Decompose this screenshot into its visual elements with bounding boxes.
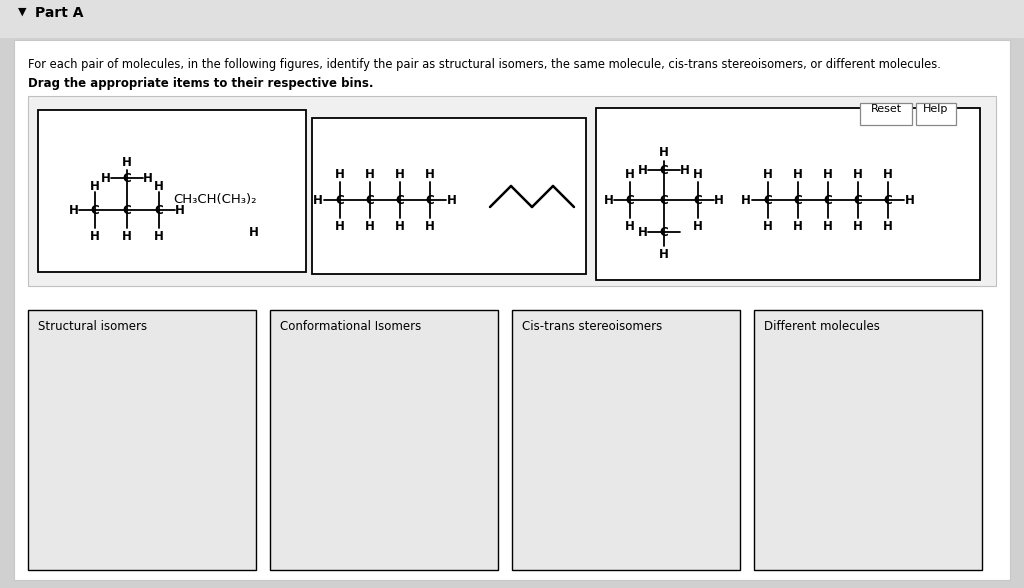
Text: H: H [625,168,635,181]
Text: Cis-trans stereoisomers: Cis-trans stereoisomers [522,320,663,333]
Text: H: H [693,168,702,181]
Bar [596,108,980,280]
Text: C: C [854,193,862,206]
Text: For each pair of molecules, in the following figures, identify the pair as struc: For each pair of molecules, in the follo… [28,58,941,71]
Text: C: C [884,193,892,206]
Text: H: H [638,226,648,239]
Text: H: H [101,172,111,185]
Text: H: H [883,219,893,232]
Text: H: H [90,179,100,192]
Text: H: H [714,193,724,206]
Text: C: C [823,193,833,206]
Bar [0,0,1024,38]
Text: Help: Help [924,104,948,114]
Text: H: H [625,219,635,232]
Text: H: H [741,193,751,206]
Text: C: C [91,203,99,216]
Text: CH₃CH(CH₃)₂: CH₃CH(CH₃)₂ [173,193,257,206]
Bar [28,96,996,286]
Text: Reset: Reset [870,104,901,114]
Text: C: C [123,203,131,216]
Text: H: H [763,168,773,181]
Text: H: H [693,219,702,232]
Text: Part A: Part A [35,6,84,20]
Text: H: H [313,193,323,206]
Text: H: H [90,229,100,242]
Text: C: C [659,163,669,176]
Bar [860,103,912,125]
Bar [38,110,306,272]
Text: H: H [659,146,669,159]
Text: H: H [425,219,435,232]
Text: C: C [426,193,434,206]
Text: Different molecules: Different molecules [764,320,880,333]
Text: C: C [366,193,375,206]
Text: H: H [69,203,79,216]
Text: H: H [447,193,457,206]
Text: H: H [122,155,132,169]
Bar [916,103,956,125]
Text: H: H [143,172,153,185]
Text: H: H [335,219,345,232]
Text: H: H [366,168,375,181]
Text: H: H [638,163,648,176]
Text: C: C [794,193,803,206]
Text: ▼: ▼ [18,7,27,17]
Text: H: H [154,179,164,192]
Bar [28,310,256,570]
Text: H: H [249,226,259,239]
Text: H: H [823,219,833,232]
Text: H: H [905,193,914,206]
Text: C: C [659,193,669,206]
Text: H: H [823,168,833,181]
Bar [270,310,498,570]
Text: C: C [659,226,669,239]
Text: H: H [883,168,893,181]
Text: C: C [764,193,772,206]
Text: H: H [793,168,803,181]
Text: H: H [659,248,669,260]
Text: H: H [154,229,164,242]
Text: H: H [680,163,690,176]
Text: H: H [122,229,132,242]
Text: C: C [123,172,131,185]
Bar [512,310,740,570]
Text: H: H [175,203,185,216]
Text: Structural isomers: Structural isomers [38,320,147,333]
Text: C: C [693,193,702,206]
Text: Drag the appropriate items to their respective bins.: Drag the appropriate items to their resp… [28,77,374,90]
Bar [312,118,586,274]
Text: C: C [395,193,404,206]
Text: H: H [793,219,803,232]
Text: H: H [335,168,345,181]
Text: H: H [366,219,375,232]
Text: H: H [395,219,404,232]
Text: H: H [763,219,773,232]
Text: C: C [336,193,344,206]
Text: H: H [395,168,404,181]
Text: C: C [155,203,164,216]
Text: H: H [425,168,435,181]
Text: C: C [626,193,635,206]
Text: H: H [604,193,614,206]
Text: H: H [853,168,863,181]
Text: Conformational Isomers: Conformational Isomers [280,320,421,333]
Text: H: H [853,219,863,232]
Bar [754,310,982,570]
